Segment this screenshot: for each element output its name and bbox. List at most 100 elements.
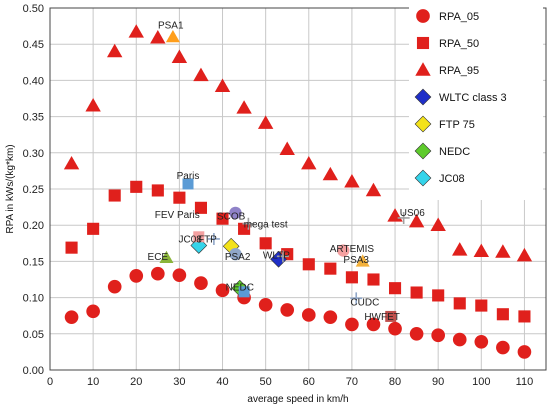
data-point-rpa-95 bbox=[495, 244, 511, 258]
data-point-rpa-95 bbox=[236, 100, 252, 114]
legend-item-jc08: JC08 bbox=[414, 169, 465, 187]
annotation-label: US06 bbox=[400, 208, 425, 219]
cycle-marker bbox=[229, 247, 242, 261]
data-point-rpa-05 bbox=[194, 276, 208, 290]
data-point-rpa-50 bbox=[410, 286, 423, 299]
legend-marker bbox=[414, 115, 432, 133]
annotation-label: SCOB bbox=[217, 211, 246, 222]
cycle-marker bbox=[397, 211, 410, 224]
data-point-rpa-05 bbox=[409, 326, 424, 341]
cycle-marker bbox=[182, 178, 194, 190]
cycle-marker bbox=[385, 310, 397, 322]
data-point-rpa-05 bbox=[323, 310, 338, 324]
data-point-rpa-50 bbox=[130, 180, 143, 193]
cycle-marker bbox=[165, 29, 180, 43]
data-point-rpa-05 bbox=[517, 345, 532, 359]
annotation-label: WLTP bbox=[263, 251, 290, 262]
cycle-marker bbox=[337, 244, 350, 257]
data-point-rpa-95 bbox=[516, 247, 533, 262]
data-point-rpa-95 bbox=[322, 166, 339, 181]
data-point-rpa-50 bbox=[345, 271, 358, 284]
y-tick-label: 0.35 bbox=[23, 112, 44, 124]
annotation-label: PSA3 bbox=[343, 255, 369, 266]
annotation-label: HWFET bbox=[364, 312, 400, 323]
legend-label: RPA_05 bbox=[439, 11, 479, 23]
x-tick-label: 0 bbox=[47, 376, 53, 388]
data-point-rpa-95 bbox=[150, 29, 166, 44]
data-point-rpa-95 bbox=[279, 141, 295, 155]
x-tick-label: 70 bbox=[346, 376, 358, 388]
y-tick-label: 0.30 bbox=[23, 148, 44, 160]
data-point-rpa-95 bbox=[257, 115, 274, 129]
data-point-rpa-50 bbox=[216, 212, 229, 225]
data-point-rpa-95 bbox=[365, 182, 382, 197]
annotation-label: PSA2 bbox=[225, 252, 251, 263]
data-point-rpa-95 bbox=[193, 67, 209, 82]
annotation-label: mega test bbox=[244, 219, 288, 230]
x-tick-label: 80 bbox=[389, 376, 401, 388]
data-point-rpa-50 bbox=[367, 273, 380, 286]
data-point-rpa-50 bbox=[475, 299, 488, 312]
legend-marker bbox=[414, 88, 432, 106]
cycle-markers bbox=[159, 29, 410, 322]
annotation-label: ARTEMIS bbox=[330, 244, 375, 255]
data-point-rpa-95 bbox=[452, 242, 468, 256]
x-tick-label: 30 bbox=[173, 376, 185, 388]
x-tick-label: 100 bbox=[472, 376, 490, 388]
legend-item-rpa-50: RPA_50 bbox=[416, 36, 479, 50]
data-point-rpa-05 bbox=[431, 328, 445, 343]
data-point-rpa-95 bbox=[408, 213, 425, 228]
cycle-marker bbox=[242, 217, 255, 230]
data-point-rpa-50 bbox=[432, 289, 445, 302]
legend-marker bbox=[416, 9, 430, 23]
data-marks bbox=[63, 24, 533, 359]
legend-marker bbox=[415, 62, 431, 76]
data-point-rpa-95 bbox=[301, 155, 317, 170]
data-point-rpa-05 bbox=[452, 332, 467, 347]
annotation-label: FEV Paris bbox=[155, 210, 200, 221]
y-tick-label: 0.40 bbox=[23, 75, 44, 87]
legend-item-wltc-class-3: WLTC class 3 bbox=[414, 88, 507, 106]
y-tick-label: 0.25 bbox=[23, 184, 44, 196]
legend-label: NEDC bbox=[439, 146, 470, 158]
legend-background bbox=[409, 4, 543, 200]
data-point-jc08 bbox=[190, 237, 208, 254]
y-tick-label: 0.05 bbox=[23, 329, 44, 341]
data-point-rpa-50 bbox=[388, 282, 402, 295]
data-point-rpa-05 bbox=[172, 268, 187, 282]
x-tick-labels: 0 10 20 30 40 50 60 70 80 90 100 110 bbox=[47, 376, 533, 388]
series-rpa-05 bbox=[64, 266, 532, 359]
series-rpa-50 bbox=[65, 180, 531, 323]
cycle-marker bbox=[238, 286, 250, 298]
legend-item-rpa-95: RPA_95 bbox=[415, 62, 479, 77]
data-point-rpa-05 bbox=[280, 303, 295, 317]
legend-label: WLTC class 3 bbox=[439, 92, 507, 104]
legend-item-rpa-05: RPA_05 bbox=[416, 9, 479, 23]
cycle-marker bbox=[193, 231, 205, 243]
data-point-rpa-50 bbox=[108, 189, 121, 202]
y-tick-label: 0.50 bbox=[23, 3, 44, 15]
plot-area bbox=[49, 7, 547, 371]
cycle-marker bbox=[207, 232, 220, 245]
data-point-rpa-95 bbox=[63, 155, 80, 170]
legend-marker bbox=[414, 169, 432, 187]
data-point-rpa-50 bbox=[259, 237, 272, 250]
data-point-rpa-05 bbox=[215, 283, 230, 298]
data-point-rpa-05 bbox=[301, 308, 316, 322]
data-point-rpa-05 bbox=[388, 321, 402, 336]
cycle-marker bbox=[355, 254, 370, 267]
cycle-marker bbox=[229, 206, 242, 220]
series-rpa-95 bbox=[63, 24, 533, 262]
cycle-marker bbox=[159, 250, 174, 264]
data-point-rpa-05 bbox=[107, 279, 122, 294]
data-point-rpa-50 bbox=[496, 308, 509, 321]
data-point-rpa-50 bbox=[238, 222, 251, 235]
x-tick-label: 40 bbox=[216, 376, 228, 388]
data-point-rpa-95 bbox=[430, 217, 446, 231]
data-point-rpa-05 bbox=[258, 298, 273, 312]
data-point-rpa-95 bbox=[106, 43, 123, 58]
legend-marker bbox=[414, 142, 432, 160]
x-tick-label: 20 bbox=[130, 376, 142, 388]
